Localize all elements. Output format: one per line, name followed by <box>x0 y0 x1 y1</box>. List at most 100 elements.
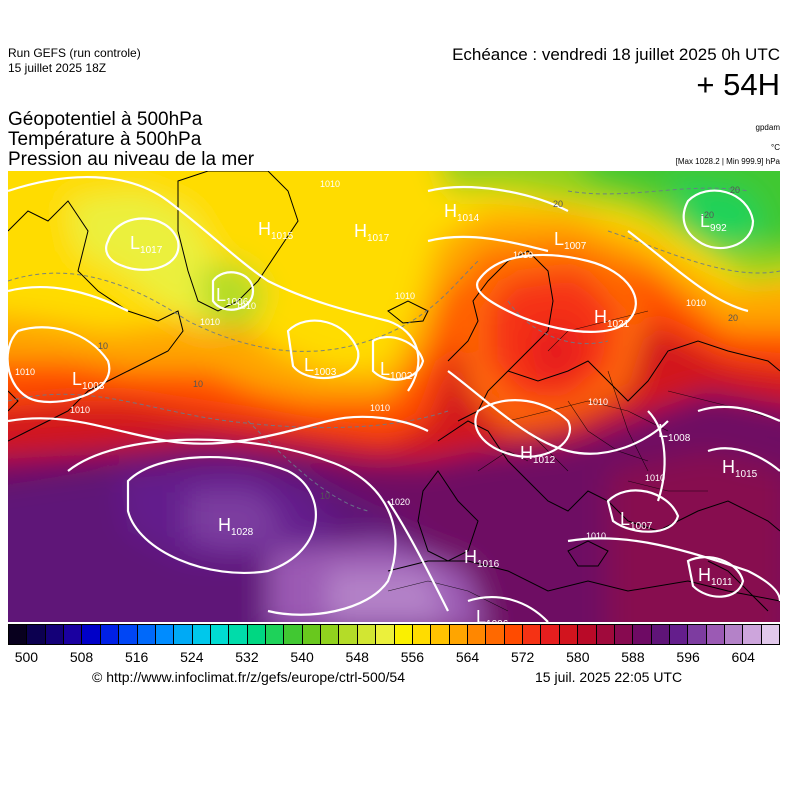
color-scale-swatch <box>376 625 395 644</box>
isotherm-value-labels: 20 20 20 -20 10 10 10 <box>98 185 740 501</box>
color-scale-swatch <box>82 625 101 644</box>
coastlines <box>8 171 780 612</box>
low-pressure-center: L1017 <box>130 233 163 256</box>
color-scale-tick: 604 <box>731 649 755 665</box>
high-pressure-center: H1021 <box>594 307 630 330</box>
low-pressure-center: L1003 <box>72 369 105 392</box>
color-scale-swatch <box>394 625 413 644</box>
high-pressure-center: H1011 <box>698 565 733 588</box>
color-scale-swatch <box>725 625 744 644</box>
parameter-temperature: Température à 500hPa <box>8 129 202 150</box>
unit-geopotential: gpdam <box>755 123 780 132</box>
color-scale-swatch <box>706 625 726 644</box>
color-scale-swatch <box>357 625 377 644</box>
color-scale-swatch <box>578 625 597 644</box>
color-scale-swatch <box>192 625 211 644</box>
color-scale-swatch <box>284 625 303 644</box>
high-pressure-center: H1017 <box>354 221 390 244</box>
isobar-label: 1010 <box>686 298 706 308</box>
color-scale-swatch <box>504 625 524 644</box>
color-scale-swatch <box>486 625 505 644</box>
color-scale-swatch <box>321 625 340 644</box>
high-pressure-center: H1016 <box>464 547 500 570</box>
isotherm-label: 10 <box>193 379 203 389</box>
color-scale-swatch <box>155 625 175 644</box>
color-scale-tick: 500 <box>14 649 39 665</box>
color-scale-swatch <box>119 625 138 644</box>
color-scale-swatch <box>761 625 780 644</box>
low-pressure-center: L1007 <box>554 229 587 252</box>
low-pressure-center: L1006 <box>216 285 249 308</box>
color-scale-swatch <box>45 625 65 644</box>
parameter-mslp: Pression au niveau de la mer <box>8 149 255 170</box>
color-scale-tick: 556 <box>400 649 425 665</box>
color-scale-swatch <box>412 625 432 644</box>
unit-mslp: [Max 1028.2 | Min 999.9] hPa <box>675 157 780 166</box>
isotherm-label: -20 <box>701 210 714 220</box>
color-scale-tick: 524 <box>180 649 204 665</box>
isotherm-label: 20 <box>730 185 740 195</box>
color-scale-tick: 596 <box>676 649 700 665</box>
color-scale-swatch <box>100 625 120 644</box>
color-scale-tick: 516 <box>124 649 149 665</box>
color-scale-swatch <box>541 625 560 644</box>
color-scale-swatch <box>596 625 615 644</box>
color-scale-tick: 532 <box>235 649 259 665</box>
color-scale-tick: 588 <box>621 649 645 665</box>
color-scale-ticks: 500 508 516 524 532 540 548 556 564 572 580 588 596 6… <box>8 649 780 667</box>
isobar-label: 1010 <box>645 473 665 483</box>
isotherm-label: 20 <box>728 313 738 323</box>
color-scale-swatch <box>523 625 542 644</box>
color-scale-swatch <box>559 625 579 644</box>
color-scale-swatch <box>431 625 450 644</box>
isobar-label: 1010 <box>236 301 256 311</box>
color-scale-tick: 508 <box>69 649 94 665</box>
high-pressure-center: H1014 <box>444 201 480 224</box>
high-pressure-center: H1012 <box>520 443 556 466</box>
color-scale-swatch <box>743 625 762 644</box>
color-scale-swatch <box>229 625 248 644</box>
color-scale-swatch <box>302 625 322 644</box>
isotherm-label: 10 <box>98 341 108 351</box>
source-url[interactable]: © http://www.infoclimat.fr/z/gefs/europe… <box>92 669 406 685</box>
color-scale-swatch <box>9 625 28 644</box>
weather-map: L1017 H1015 H1017 H1014 L1007 L992 L1006 H1021 L… <box>8 171 780 622</box>
low-pressure-center: L992 <box>700 211 727 234</box>
low-pressure-center: L1006 <box>476 607 509 622</box>
unit-temperature: °C <box>771 143 780 152</box>
run-date: 15 juillet 2025 18Z <box>8 61 107 75</box>
isobar-label: 1010 <box>586 531 606 541</box>
isobar-label: 1010 <box>70 405 90 415</box>
low-pressure-center: L1008 <box>658 421 691 444</box>
isobar-label: 1010 <box>15 367 35 377</box>
high-pressure-center: H1015 <box>258 219 294 242</box>
color-scale-tick: 548 <box>345 649 369 665</box>
isobar-label: 1010 <box>200 317 220 327</box>
isobar-value-labels: 1010 1010 1010 1010 1010 1010 1010 1010 … <box>15 179 706 541</box>
pressure-center-labels: L1017 H1015 H1017 H1014 L1007 L992 L1006 H1021 L… <box>72 201 758 622</box>
color-scale-swatch <box>449 625 468 644</box>
color-scale-swatch <box>614 625 634 644</box>
isotherm-label: 20 <box>553 199 563 209</box>
color-scale-swatch <box>339 625 358 644</box>
forecast-valid-time: Echéance : vendredi 18 juillet 2025 0h U… <box>452 45 780 64</box>
color-scale-tick: 580 <box>566 649 590 665</box>
color-scale-swatch <box>137 625 156 644</box>
isobar-label: 1010 <box>370 403 390 413</box>
run-title: Run GEFS (run controle) <box>8 46 141 60</box>
color-scale-tick: 564 <box>455 649 480 665</box>
color-scale-swatch <box>633 625 652 644</box>
color-scale-swatch <box>669 625 689 644</box>
color-scale-swatch <box>467 625 487 644</box>
isobar-label: 1010 <box>395 291 415 301</box>
generation-timestamp: 15 juil. 2025 22:05 UTC <box>535 669 683 685</box>
forecast-offset: + 54H <box>696 67 780 102</box>
isobar-label: 1020 <box>390 497 410 507</box>
color-scale-swatch <box>688 625 707 644</box>
high-pressure-center: H1015 <box>722 457 758 480</box>
low-pressure-center: L1007 <box>620 509 653 532</box>
color-scale-tick: 572 <box>510 649 535 665</box>
low-pressure-center: L1003 <box>304 355 337 378</box>
isobars <box>8 175 780 622</box>
parameter-geopotential: Géopotentiel à 500hPa <box>8 109 203 130</box>
